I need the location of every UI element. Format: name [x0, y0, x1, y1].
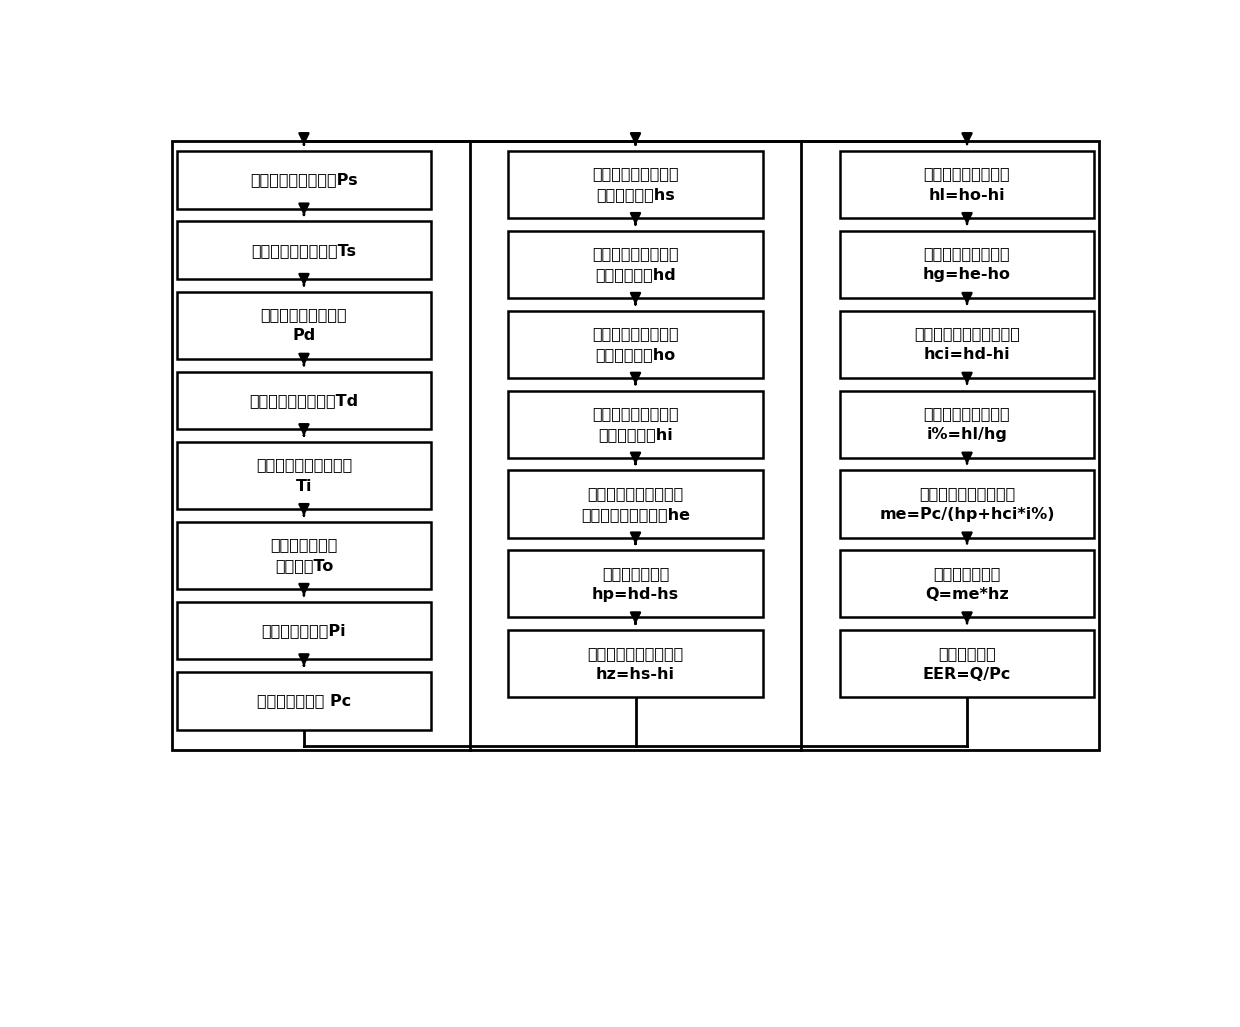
Text: 计算机组效率
EER=Q/Pc: 计算机组效率 EER=Q/Pc [923, 646, 1012, 682]
Text: 采集冷凝器出口
液体温度To: 采集冷凝器出口 液体温度To [270, 537, 337, 573]
Bar [839, 310, 1095, 378]
Text: 计算吸排气焓差
hp=hd-hs: 计算吸排气焓差 hp=hd-hs [591, 566, 680, 602]
Text: 经济器补气压力Pi: 经济器补气压力Pi [262, 623, 346, 638]
Bar [508, 470, 763, 537]
Bar [839, 470, 1095, 537]
Text: 采集压缩机排气温度Td: 采集压缩机排气温度Td [249, 393, 358, 408]
Text: 采集膨胀阀前液体温度
Ti: 采集膨胀阀前液体温度 Ti [255, 458, 352, 494]
Bar [508, 151, 763, 218]
Bar [508, 231, 763, 298]
Bar [839, 231, 1095, 298]
Bar [176, 602, 432, 659]
Text: 根据冷凝器出口温度
计算液体焓值ho: 根据冷凝器出口温度 计算液体焓值ho [593, 327, 678, 363]
Bar [176, 522, 432, 589]
Bar [839, 631, 1095, 697]
Bar [176, 221, 432, 279]
Text: 计算机组制冷量
Q=me*hz: 计算机组制冷量 Q=me*hz [925, 566, 1009, 602]
Text: 根据吸气压力和温度
计算吸气焓值hs: 根据吸气压力和温度 计算吸气焓值hs [593, 166, 678, 202]
Bar [839, 390, 1095, 458]
Bar [508, 390, 763, 458]
Bar [176, 372, 432, 429]
Text: 采集压缩机吸气温度Ts: 采集压缩机吸气温度Ts [252, 242, 356, 258]
Bar [176, 442, 432, 509]
Text: 压缩机输入功率 Pc: 压缩机输入功率 Pc [257, 693, 351, 709]
Bar [176, 292, 432, 358]
Bar [508, 631, 763, 697]
Bar [176, 151, 432, 208]
Bar [839, 550, 1095, 617]
Text: 计算蒸发器制冷剂流量
me=Pc/(hp+hci*i%): 计算蒸发器制冷剂流量 me=Pc/(hp+hci*i%) [879, 486, 1055, 522]
Bar [172, 142, 1099, 750]
Text: 根据膨胀阀进口温度
计算液体焓值hi: 根据膨胀阀进口温度 计算液体焓值hi [593, 406, 678, 443]
Bar [176, 672, 432, 730]
Text: 计算经济器气体焓差
hg=he-ho: 计算经济器气体焓差 hg=he-ho [923, 246, 1011, 282]
Text: 采集压缩机排气压力
Pd: 采集压缩机排气压力 Pd [260, 307, 347, 343]
Text: 计算经济器气体压缩焓差
hci=hd-hi: 计算经济器气体压缩焓差 hci=hd-hi [914, 327, 1021, 363]
Bar [508, 310, 763, 378]
Text: 计算经济器液体焓差
hl=ho-hi: 计算经济器液体焓差 hl=ho-hi [924, 166, 1011, 202]
Text: 根据经济器补气压力和
过热度计算补气焓值he: 根据经济器补气压力和 过热度计算补气焓值he [582, 486, 689, 522]
Text: 采集压缩机吸气压力Ps: 采集压缩机吸气压力Ps [250, 173, 358, 187]
Bar [508, 550, 763, 617]
Text: 根据排气压力和温度
计算排气焓值hd: 根据排气压力和温度 计算排气焓值hd [593, 246, 678, 282]
Text: 计算蒸发器进出口焓差
hz=hs-hi: 计算蒸发器进出口焓差 hz=hs-hi [588, 646, 683, 682]
Bar [839, 151, 1095, 218]
Text: 计算经济器喷气比率
i%=hl/hg: 计算经济器喷气比率 i%=hl/hg [924, 406, 1011, 443]
